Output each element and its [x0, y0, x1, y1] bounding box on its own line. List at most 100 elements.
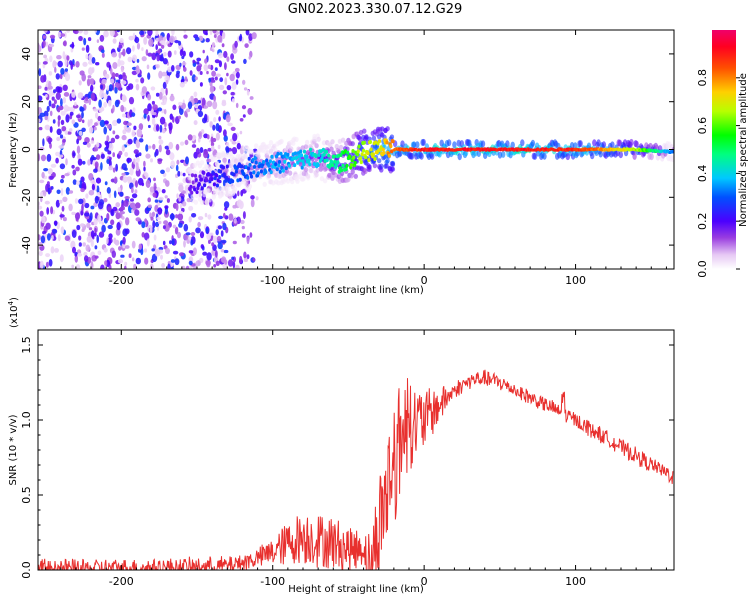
- noise-blob: [56, 55, 62, 60]
- noise-blob: [110, 78, 115, 84]
- noise-blob: [96, 39, 100, 43]
- signal-point: [234, 169, 238, 174]
- noise-blob: [215, 250, 218, 258]
- noise-blob: [78, 80, 82, 86]
- signal-halo: [285, 178, 291, 184]
- noise-blob: [121, 113, 127, 118]
- noise-blob: [135, 180, 138, 188]
- signal-halo: [295, 178, 300, 184]
- signal-point: [307, 158, 311, 163]
- signal-halo: [209, 165, 214, 171]
- signal-point: [366, 151, 370, 156]
- noise-blob: [159, 40, 166, 44]
- noise-blob: [175, 214, 179, 219]
- noise-blob: [167, 66, 173, 73]
- noise-blob: [183, 223, 189, 232]
- noise-blob: [39, 210, 44, 217]
- noise-blob: [217, 225, 223, 230]
- noise-blob: [143, 248, 148, 253]
- noise-blob: [47, 187, 51, 195]
- spectrogram-ylabel: Frequency (Hz): [8, 112, 19, 188]
- noise-blob: [96, 141, 100, 148]
- noise-blob: [129, 167, 134, 176]
- noise-blob: [133, 149, 139, 155]
- signal-point: [369, 147, 373, 152]
- signal-point: [232, 172, 236, 177]
- noise-blob: [216, 235, 222, 242]
- noise-blob: [88, 189, 95, 196]
- signal-point: [385, 140, 389, 145]
- signal-halo: [415, 141, 420, 149]
- noise-blob: [241, 233, 246, 238]
- signal-point: [292, 156, 296, 161]
- noise-blob: [246, 89, 250, 96]
- signal-halo: [578, 140, 583, 148]
- noise-blob: [57, 31, 62, 38]
- noise-blob: [163, 99, 167, 104]
- signal-halo: [199, 199, 205, 205]
- noise-blob: [141, 47, 144, 52]
- noise-blob: [122, 206, 126, 210]
- signal-halo: [520, 139, 525, 147]
- signal-halo: [601, 141, 607, 149]
- noise-blob: [110, 137, 116, 143]
- noise-blob: [90, 140, 95, 144]
- noise-blob: [171, 30, 175, 36]
- noise-blob: [51, 235, 54, 240]
- noise-blob: [193, 97, 199, 104]
- noise-blob: [101, 49, 105, 53]
- noise-blob: [72, 104, 79, 109]
- noise-blob: [194, 103, 199, 109]
- signal-point: [353, 160, 357, 165]
- spectrogram-ytick-label: 20: [20, 95, 33, 109]
- noise-blob: [165, 79, 169, 85]
- noise-blob: [49, 34, 56, 39]
- noise-blob: [112, 119, 118, 127]
- noise-blob: [114, 82, 120, 88]
- signal-halo: [309, 168, 314, 174]
- noise-blob: [150, 158, 153, 163]
- noise-blob: [188, 260, 193, 266]
- noise-blob: [47, 168, 53, 175]
- noise-blob: [99, 90, 105, 99]
- noise-blob: [160, 169, 165, 174]
- noise-blob: [91, 156, 97, 161]
- noise-blob: [231, 147, 238, 155]
- noise-blob: [185, 232, 191, 236]
- signal-halo: [212, 191, 218, 197]
- noise-blob: [82, 160, 86, 165]
- noise-blob: [101, 78, 107, 85]
- noise-blob: [192, 247, 197, 256]
- signal-halo: [457, 153, 462, 161]
- noise-blob: [122, 176, 128, 183]
- signal-point: [198, 174, 202, 179]
- noise-blob: [39, 179, 45, 184]
- noise-blob: [152, 112, 157, 116]
- noise-blob: [177, 170, 181, 177]
- noise-blob: [144, 257, 149, 265]
- noise-blob: [106, 237, 109, 245]
- noise-blob: [121, 94, 127, 103]
- noise-blob: [39, 147, 45, 151]
- noise-blob: [112, 152, 115, 158]
- noise-blob: [218, 84, 225, 91]
- noise-blob: [59, 134, 64, 139]
- noise-blob: [167, 50, 172, 58]
- signal-halo: [287, 170, 293, 176]
- noise-blob: [158, 139, 164, 145]
- noise-blob: [82, 141, 88, 145]
- noise-blob: [78, 30, 83, 34]
- spectrogram-ytick-label: 0: [20, 146, 33, 153]
- noise-blob: [205, 32, 208, 36]
- noise-blob: [223, 50, 228, 59]
- noise-blob: [39, 260, 44, 269]
- snr-ytick-label: 1.0: [20, 411, 33, 429]
- noise-blob: [190, 232, 196, 236]
- noise-blob: [121, 144, 125, 152]
- signal-halo: [446, 139, 452, 147]
- noise-blob: [169, 152, 175, 161]
- signal-point: [246, 175, 250, 180]
- noise-blob: [143, 171, 148, 177]
- noise-blob: [135, 65, 140, 74]
- noise-blob: [162, 81, 167, 89]
